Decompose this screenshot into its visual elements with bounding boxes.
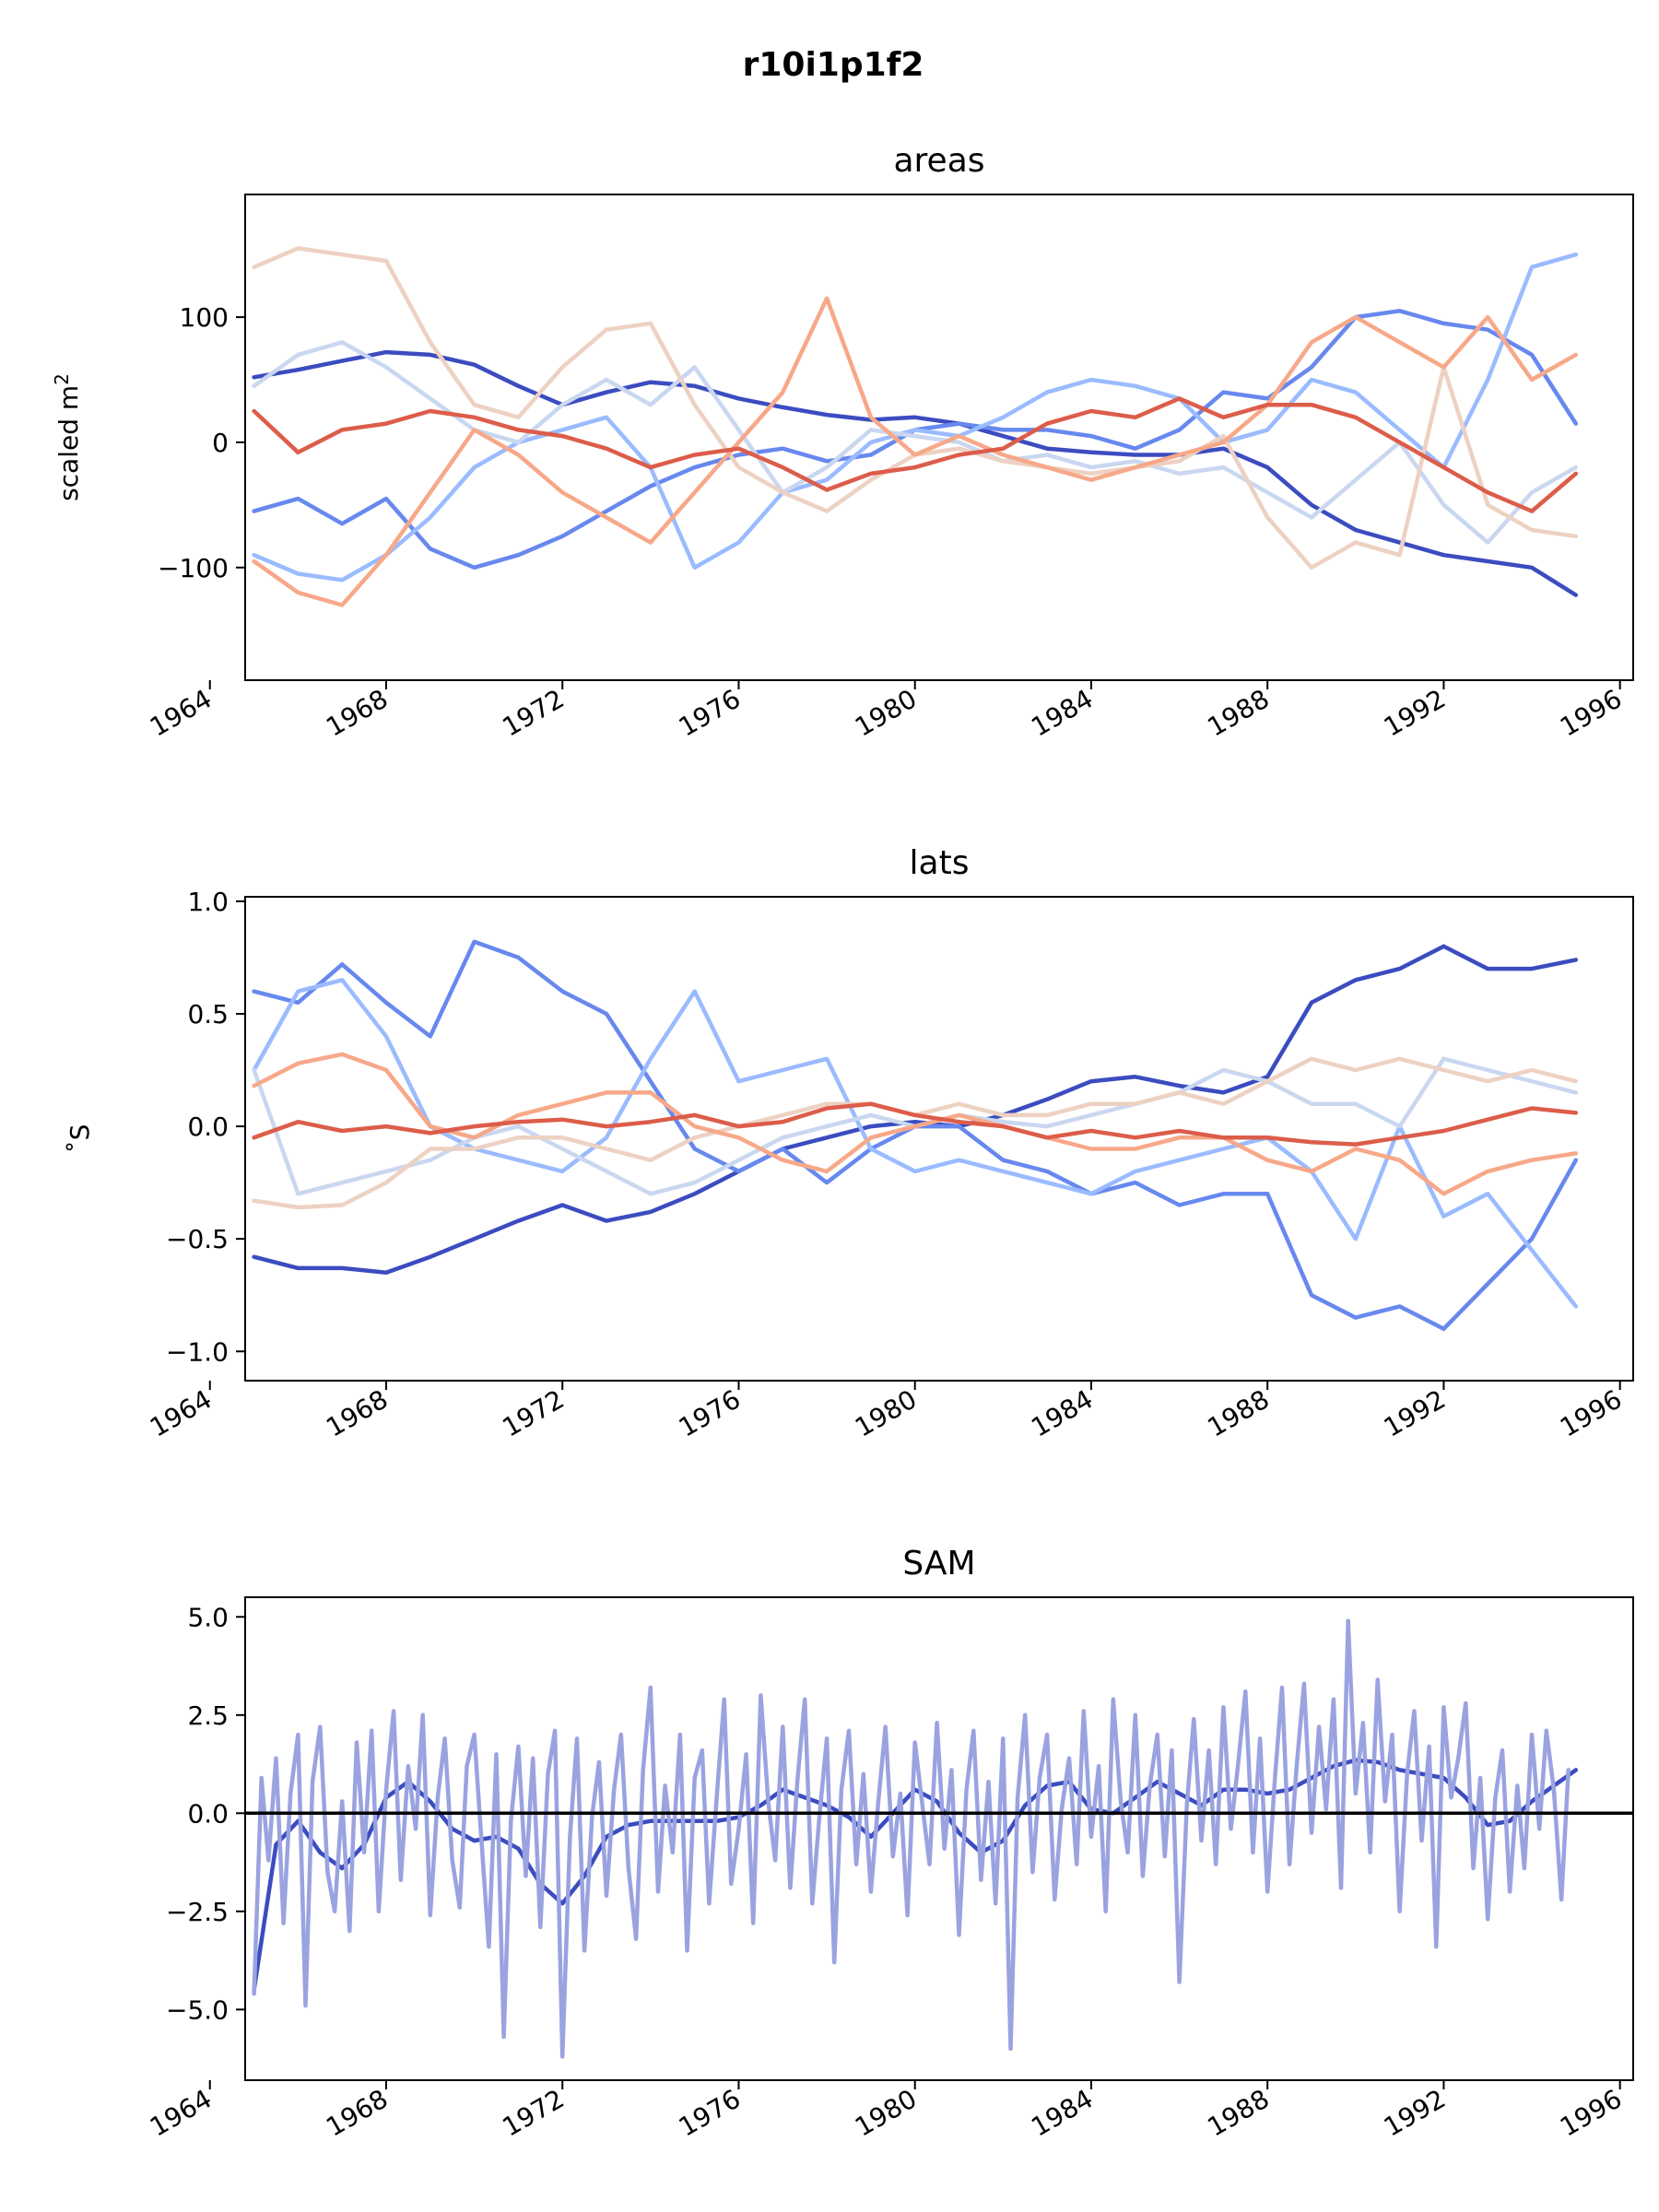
sam-ytick-label: 2.5 <box>187 1700 229 1731</box>
areas-title: areas <box>893 142 984 180</box>
areas-axes-frame <box>244 194 1634 681</box>
sam-ytick-label: 0.0 <box>187 1798 229 1829</box>
lats-series-group <box>252 939 1579 1332</box>
areas-ytick-label: 100 <box>180 302 229 333</box>
areas-series-line-7 <box>252 396 1579 513</box>
figure-title: r10i1p1f2 <box>743 46 924 84</box>
lats-series-line-7 <box>252 1101 1579 1147</box>
sam-axes-frame <box>244 1596 1634 2081</box>
lats-series-line-1 <box>252 944 1579 1276</box>
sam-series-line-2 <box>252 1618 1571 2059</box>
lats-axes-frame <box>244 896 1634 1382</box>
areas-ytick-label: −100 <box>158 553 229 583</box>
areas-series-group <box>252 246 1579 607</box>
areas-y-axis-label: scaled m2 <box>51 373 84 501</box>
lats-y-axis-label: ˚S <box>65 1124 95 1154</box>
lats-series-line-6 <box>252 1052 1579 1196</box>
lats-title: lats <box>910 844 970 882</box>
sam-title: SAM <box>902 1545 975 1583</box>
sam-ytick-label: 5.0 <box>187 1602 229 1632</box>
lats-ytick-label: 0.0 <box>187 1112 229 1142</box>
areas-series-line-3 <box>252 252 1579 582</box>
lats-ytick-label: 1.0 <box>187 887 229 917</box>
lats-ytick-label: 0.5 <box>187 999 229 1030</box>
sam-ytick-label: −5.0 <box>166 1994 229 2025</box>
lats-ytick-label: −0.5 <box>166 1224 229 1254</box>
sam-series-group <box>252 1618 1579 2059</box>
areas-series-line-1 <box>252 349 1579 597</box>
lats-ytick-label: −1.0 <box>166 1336 229 1367</box>
areas-ytick-label: 0 <box>212 428 229 458</box>
sam-ytick-label: −2.5 <box>166 1897 229 1927</box>
areas-series-line-6 <box>252 296 1579 607</box>
